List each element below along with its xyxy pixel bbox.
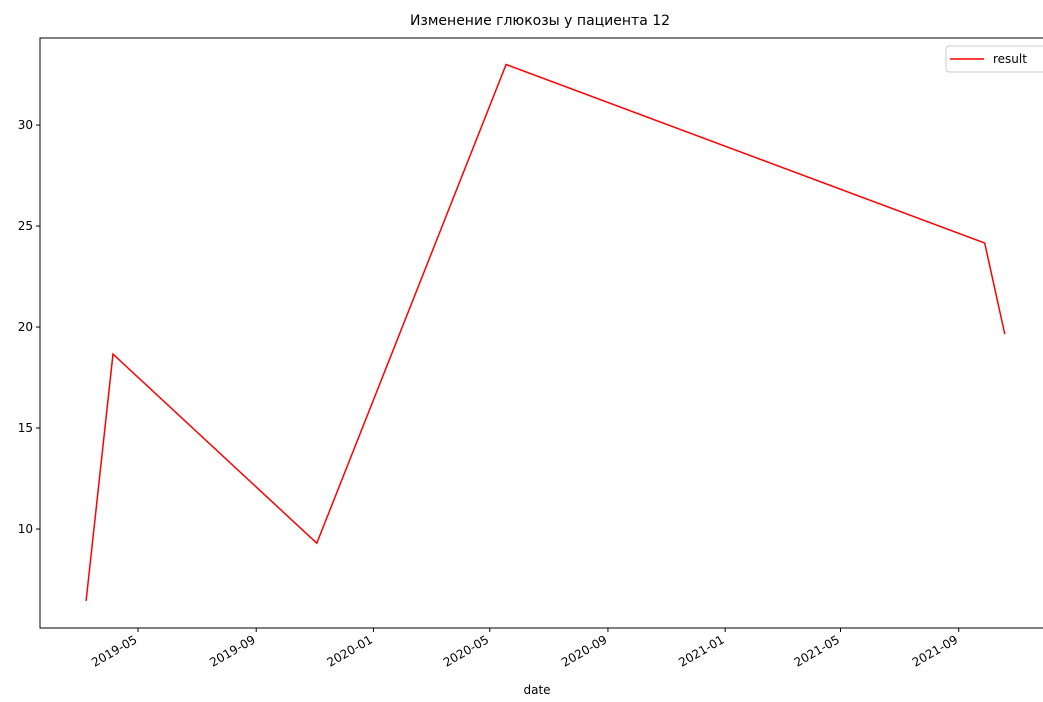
legend-label: result [993, 52, 1027, 66]
y-tick-label: 30 [18, 118, 33, 132]
x-axis-label: date [523, 683, 550, 697]
line-series [85, 63, 1006, 601]
x-tick-label: 2019-05 [89, 632, 139, 669]
legend-box [945, 45, 1043, 73]
x-tick-label: 2020-01 [325, 632, 375, 669]
y-tick-label: 15 [18, 421, 33, 435]
x-tick-label: 2021-09 [910, 632, 960, 669]
x-tick-label: 2020-09 [559, 632, 609, 669]
x-tick-label: 2019-09 [207, 632, 257, 669]
y-tick-label: 20 [18, 320, 33, 334]
chart-title: Изменение глюкозы у пациента 12 [410, 13, 670, 29]
y-tick-label: 10 [18, 522, 33, 536]
x-tick-label: 2020-05 [441, 632, 491, 669]
plot-frame [39, 37, 1043, 629]
y-tick-label: 25 [18, 219, 33, 233]
x-tick-label: 2021-05 [792, 632, 842, 669]
x-tick-label: 2021-01 [676, 632, 726, 669]
